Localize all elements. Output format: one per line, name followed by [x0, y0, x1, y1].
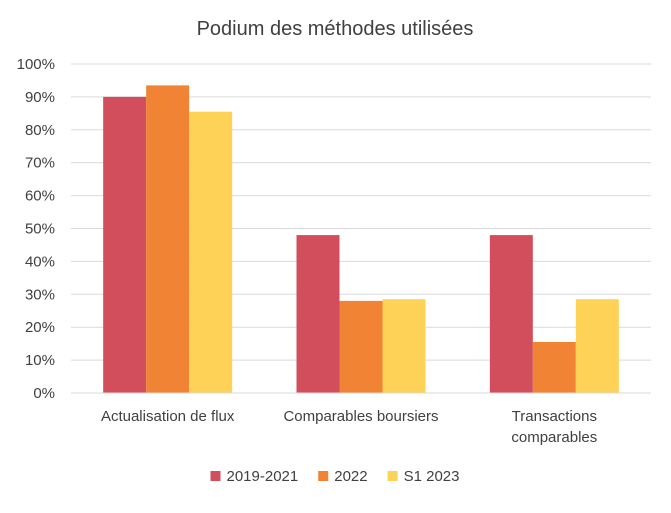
x-category-label: Transactions comparables	[511, 408, 597, 446]
y-tick-label: 60%	[25, 188, 55, 205]
legend: 2019-2021 2022 S1 2023	[210, 468, 460, 485]
y-tick-label: 90%	[25, 89, 55, 106]
bar-2019-2021	[103, 96, 147, 394]
y-tick-label: 80%	[25, 122, 55, 139]
y-axis-ticks: 0% 10% 20% 30% 40% 50% 60% 70% 80% 90% 100%	[17, 56, 55, 402]
y-tick-label: 10%	[25, 352, 55, 369]
legend-item: 2019-2021	[210, 468, 299, 485]
chart-title: Podium des méthodes utilisées	[197, 18, 474, 40]
x-axis-categories: Actualisation de flux Comparables boursie…	[101, 408, 597, 446]
bar-s1-2023	[575, 299, 619, 393]
y-tick-label: 70%	[25, 155, 55, 172]
bar-2022	[339, 300, 383, 393]
bar-s1-2023	[189, 111, 233, 393]
x-category-label: Actualisation de flux	[101, 408, 235, 425]
bar-2022	[146, 85, 190, 393]
y-tick-label: 0%	[33, 385, 55, 402]
legend-label: 2019-2021	[227, 468, 299, 485]
y-tick-label: 30%	[25, 286, 55, 303]
bar-2022	[532, 342, 576, 393]
legend-label: 2022	[334, 468, 367, 485]
legend-swatch	[210, 471, 221, 481]
x-category-label: Comparables boursiers	[283, 408, 438, 425]
legend-swatch	[318, 471, 329, 481]
bar-2019-2021	[489, 235, 533, 393]
y-tick-label: 100%	[17, 56, 55, 73]
y-tick-label: 20%	[25, 319, 55, 336]
legend-swatch	[387, 471, 398, 481]
legend-label: S1 2023	[404, 468, 460, 485]
bar-s1-2023	[382, 299, 426, 393]
bars	[103, 85, 619, 394]
legend-item: 2022	[318, 468, 368, 485]
y-tick-label: 40%	[25, 253, 55, 270]
legend-item: S1 2023	[387, 468, 460, 485]
y-tick-label: 50%	[25, 221, 55, 238]
bar-2019-2021	[296, 235, 340, 393]
